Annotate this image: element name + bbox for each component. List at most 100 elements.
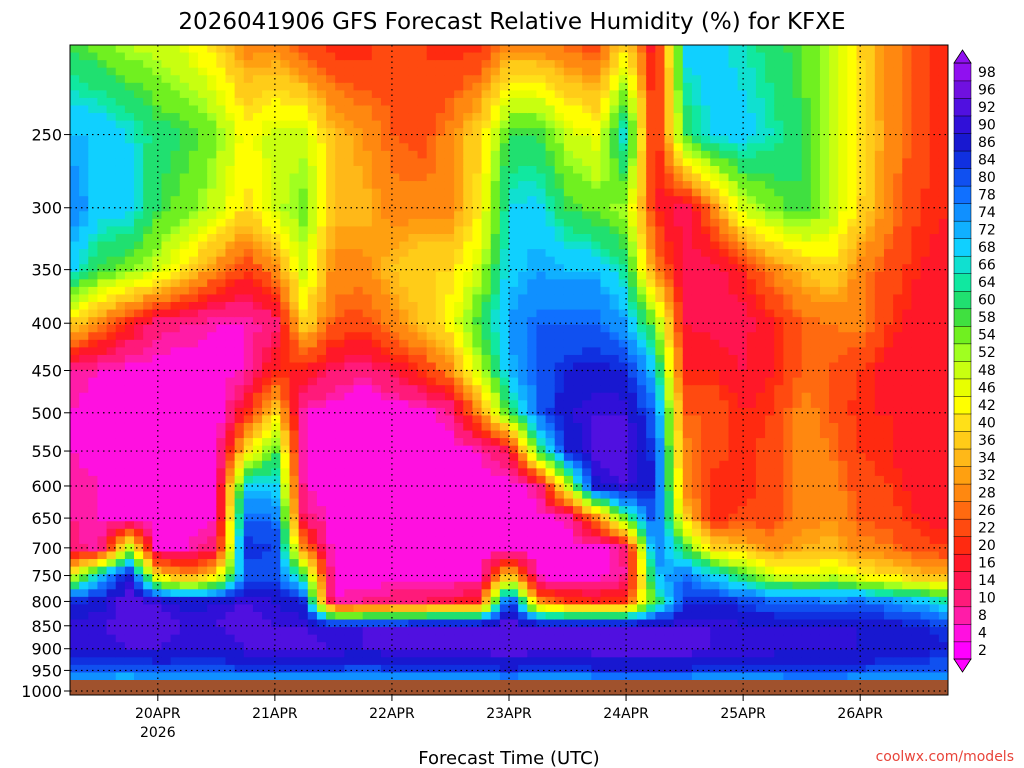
rh-cell (435, 362, 446, 371)
rh-cell (252, 317, 263, 326)
rh-cell (426, 97, 437, 107)
rh-cell (563, 309, 574, 318)
rh-cell (609, 181, 620, 190)
rh-cell (380, 400, 391, 409)
rh-cell (582, 113, 592, 122)
rh-cell (280, 483, 291, 492)
rh-cell (600, 52, 611, 61)
rh-cell (600, 407, 611, 417)
rh-cell (426, 581, 437, 590)
rh-cell (344, 113, 355, 122)
rh-cell (124, 271, 135, 280)
rh-cell (234, 498, 245, 507)
rh-cell (106, 657, 117, 666)
rh-cell (591, 294, 602, 303)
rh-cell (417, 226, 428, 235)
rh-cell (554, 506, 565, 515)
rh-cell (225, 271, 236, 280)
rh-cell (152, 407, 163, 417)
rh-cell (161, 415, 172, 424)
rh-cell (362, 642, 373, 651)
rh-cell (298, 611, 309, 621)
rh-cell (545, 82, 556, 91)
rh-cell (271, 347, 281, 356)
rh-cell (509, 256, 519, 265)
rh-cell (600, 120, 611, 129)
rh-cell (97, 589, 108, 598)
rh-cell (426, 604, 437, 613)
rh-cell (399, 302, 409, 311)
rh-cell (481, 347, 492, 356)
rh-cell (326, 370, 336, 379)
rh-cell (426, 506, 437, 515)
rh-cell (289, 60, 300, 69)
rh-cell (499, 233, 510, 243)
rh-cell (435, 211, 446, 220)
rh-cell (134, 475, 144, 485)
rh-cell (79, 559, 89, 568)
rh-cell (289, 566, 300, 575)
rh-cell (591, 483, 602, 492)
rh-cell (134, 611, 144, 621)
rh-cell (499, 67, 510, 76)
rh-cell (316, 604, 327, 613)
rh-cell (88, 589, 99, 598)
rh-cell (536, 543, 547, 553)
rh-cell (463, 438, 474, 447)
rh-cell (243, 211, 254, 220)
rh-cell (509, 241, 519, 250)
rh-cell (188, 97, 199, 107)
rh-cell (518, 649, 528, 658)
rh-cell (262, 105, 272, 114)
rh-cell (97, 181, 108, 190)
rh-cell (463, 475, 474, 485)
rh-cell (417, 249, 428, 258)
rh-cell (490, 581, 501, 590)
rh-cell (134, 422, 144, 432)
rh-cell (545, 445, 556, 454)
rh-cell (582, 302, 592, 311)
rh-cell (472, 536, 483, 545)
rh-cell (207, 45, 217, 54)
rh-cell (188, 574, 199, 583)
rh-cell (198, 52, 208, 61)
rh-cell (417, 468, 428, 477)
rh-cell (280, 581, 291, 590)
rh-cell (243, 60, 254, 69)
rh-cell (70, 196, 80, 205)
rh-cell (134, 536, 144, 545)
rh-cell (390, 407, 400, 417)
rh-cell (463, 241, 474, 250)
rh-cell (335, 196, 345, 205)
rh-cell (582, 657, 592, 666)
rh-cell (106, 294, 117, 303)
rh-cell (289, 596, 300, 606)
rh-cell (198, 634, 208, 643)
rh-cell (280, 498, 291, 507)
rh-cell (490, 211, 501, 220)
rh-cell (316, 506, 327, 515)
rh-cell (134, 415, 144, 424)
rh-cell (527, 45, 538, 54)
rh-cell (426, 294, 437, 303)
rh-cell (161, 196, 172, 205)
rh-cell (527, 385, 538, 394)
rh-cell (161, 264, 172, 273)
rh-cell (280, 354, 291, 364)
rh-cell (527, 233, 538, 243)
rh-cell (371, 113, 382, 122)
rh-cell (115, 264, 126, 273)
rh-cell (582, 551, 592, 560)
rh-cell (573, 634, 583, 643)
rh-cell (198, 211, 208, 220)
rh-cell (225, 468, 236, 477)
rh-cell (435, 294, 446, 303)
rh-cell (563, 135, 574, 144)
rh-cell (390, 430, 400, 439)
rh-cell (188, 589, 199, 598)
rh-cell (280, 468, 291, 477)
rh-cell (454, 415, 464, 424)
rh-cell (518, 385, 528, 394)
rh-cell (362, 566, 373, 575)
rh-cell (143, 249, 153, 258)
